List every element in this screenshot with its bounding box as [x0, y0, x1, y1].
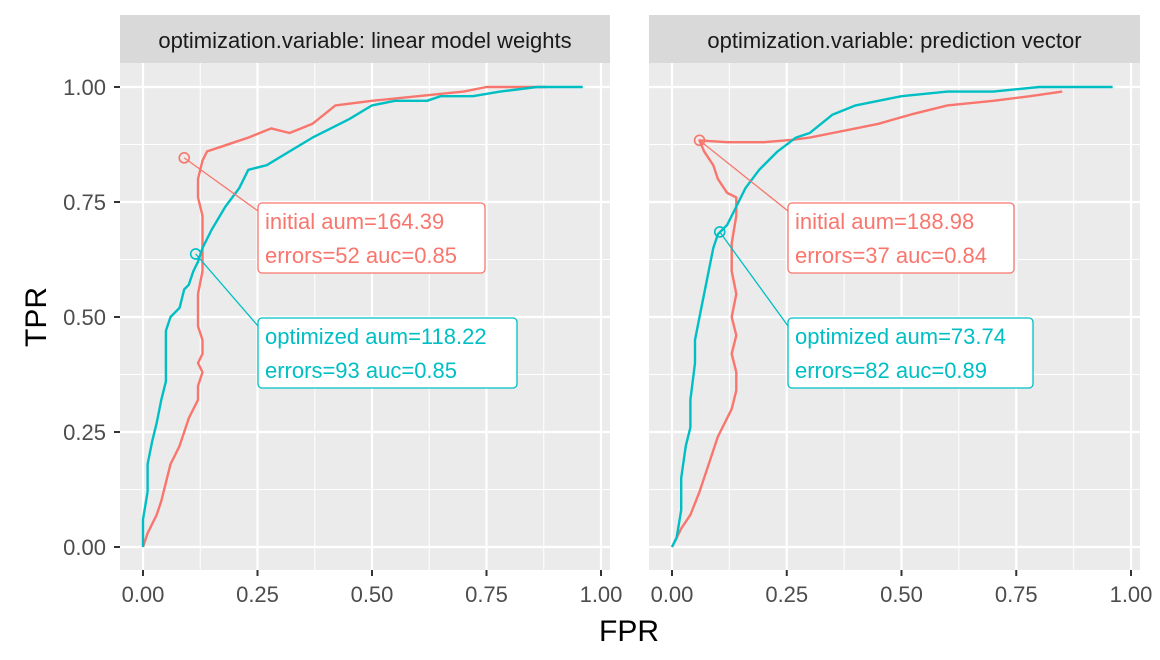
x-tick-label: 0.25: [765, 582, 808, 607]
annotation-text-initial: errors=52 auc=0.85: [265, 243, 457, 268]
y-tick-label: 0.75: [63, 190, 106, 215]
annotation-connector-optimized: [195, 253, 259, 327]
annotation-connector-optimized: [719, 231, 789, 327]
annotation-connector-initial: [699, 139, 789, 212]
annotation-text-optimized: optimized aum=118.22: [265, 324, 487, 349]
annotation-text-initial: initial aum=188.98: [795, 209, 974, 234]
panel-strip: [120, 15, 610, 63]
y-tick-label: 1.00: [63, 75, 106, 100]
panel-2: optimization.variable: prediction vector…: [649, 15, 1152, 607]
annotation-box-initial: [787, 202, 1015, 274]
x-tick-label: 0.25: [236, 582, 279, 607]
x-tick-label: 0.50: [880, 582, 923, 607]
x-tick-label: 0.50: [351, 582, 394, 607]
marker-optimized: [713, 226, 726, 238]
annotation-text-optimized: errors=82 auc=0.89: [795, 358, 987, 383]
series-line-initial: [141, 85, 546, 548]
marker-initial: [178, 152, 191, 164]
annotation-box-optimized: [787, 317, 1034, 389]
annotation-connector-initial: [183, 157, 259, 212]
panel-strip-label: optimization.variable: linear model weig…: [158, 28, 571, 53]
panels-layer: optimization.variable: linear model weig…: [63, 15, 1152, 607]
x-tick-label: 0.00: [122, 582, 165, 607]
x-tick-label: 1.00: [580, 582, 623, 607]
y-axis-title: TPR: [20, 287, 53, 347]
x-tick-label: 0.00: [651, 582, 694, 607]
series-line-optimized: [141, 85, 583, 547]
series-line-initial: [670, 90, 1063, 548]
x-tick-label: 0.75: [465, 582, 508, 607]
x-tick-label: 1.00: [1110, 582, 1153, 607]
annotation-text-optimized: errors=93 auc=0.85: [265, 358, 457, 383]
y-tick-label: 0.50: [63, 305, 106, 330]
series-line-optimized: [670, 85, 1113, 548]
annotation-box-initial: [257, 202, 486, 274]
annotation-text-optimized: optimized aum=73.74: [795, 324, 1006, 349]
panel-strip-label: optimization.variable: prediction vector: [707, 28, 1081, 53]
annotation-text-initial: errors=37 auc=0.84: [795, 243, 987, 268]
annotation-box-optimized: [257, 317, 518, 389]
marker-initial: [693, 134, 706, 147]
x-axis-title: FPR: [599, 615, 659, 648]
panel-strip: [649, 15, 1140, 63]
panel-1: optimization.variable: linear model weig…: [120, 15, 622, 607]
annotation-text-initial: initial aum=164.39: [265, 209, 444, 234]
marker-optimized: [189, 248, 202, 260]
x-tick-label: 0.75: [995, 582, 1038, 607]
y-tick-label: 0.25: [63, 420, 106, 445]
y-tick-label: 0.00: [63, 535, 106, 560]
